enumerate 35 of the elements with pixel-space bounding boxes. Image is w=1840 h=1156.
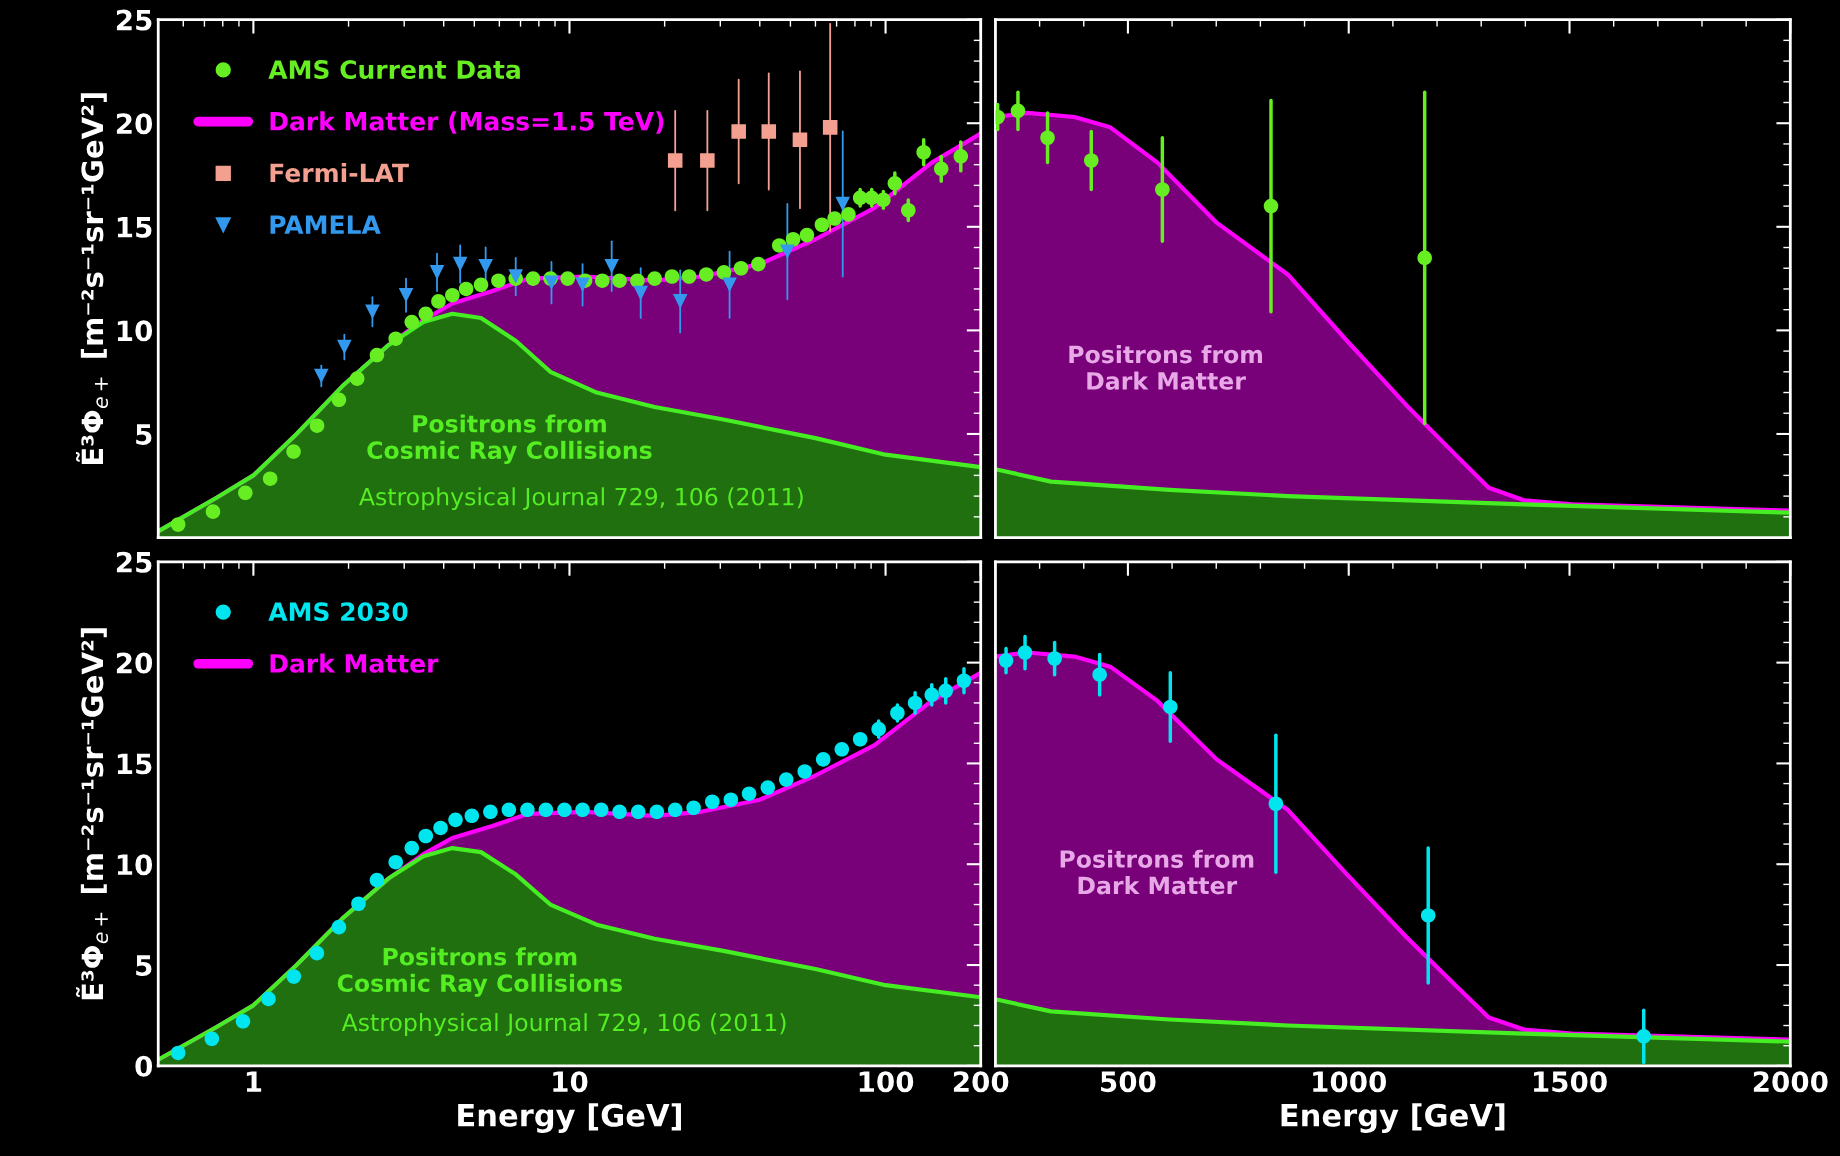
x-axis-title: Energy [GeV] (1281, 1103, 1505, 1133)
y-tick-label: 5 (136, 955, 152, 976)
y-tick-label: 25 (116, 551, 152, 573)
x-tick-label: 2000 (1753, 1071, 1828, 1093)
legend-label: PAMELA (270, 215, 381, 234)
y-tick-label: 15 (117, 753, 152, 775)
legend-label: AMS 2030 (268, 602, 408, 622)
x-tick-label: 1 (246, 1071, 262, 1092)
x-tick-label: 1000 (1313, 1071, 1387, 1093)
annotation: Positrons from Dark Matter (1069, 345, 1262, 390)
y-tick-label: 5 (136, 424, 152, 445)
annotation: Positrons from Dark Matter (1060, 849, 1254, 895)
annotation: Positrons from Cosmic Ray Collisions (337, 947, 622, 997)
legend-label: AMS Current Data (268, 60, 520, 79)
y-axis-title: Ẽ³Φ$_{e+}$ [m⁻²s⁻¹sr⁻¹GeV²] (75, 628, 109, 1000)
y-tick-label: 0 (135, 1055, 153, 1077)
x-axis-title: Energy [GeV] (458, 1103, 681, 1133)
annotation: Positrons from Cosmic Ray Collisions (367, 414, 652, 464)
x-tick-label: 1500 (1534, 1071, 1607, 1093)
y-tick-label: 10 (117, 320, 153, 342)
legend-label: Fermi-LAT (270, 163, 409, 183)
x-tick-label: 10 (553, 1071, 588, 1093)
x-tick-label: 100 (859, 1071, 914, 1093)
y-tick-label: 15 (117, 217, 152, 238)
y-tick-label: 20 (116, 652, 153, 674)
x-tick-label: 200 (953, 1071, 1009, 1093)
annotation: Astrophysical Journal 729, 106 (2011) (359, 487, 803, 511)
y-tick-label: 20 (116, 113, 153, 135)
legend-label: Dark Matter (270, 653, 439, 673)
y-axis-title: Ẽ³Φ$_{e+}$ [m⁻²s⁻¹sr⁻¹GeV²] (75, 93, 109, 465)
x-tick-label: 500 (1101, 1071, 1156, 1093)
y-tick-label: 10 (117, 854, 153, 876)
annotation: Astrophysical Journal 729, 106 (2011) (341, 1013, 786, 1036)
y-tick-label: 25 (116, 9, 152, 31)
legend-label: Dark Matter (Mass=1.5 TeV) (270, 111, 664, 134)
